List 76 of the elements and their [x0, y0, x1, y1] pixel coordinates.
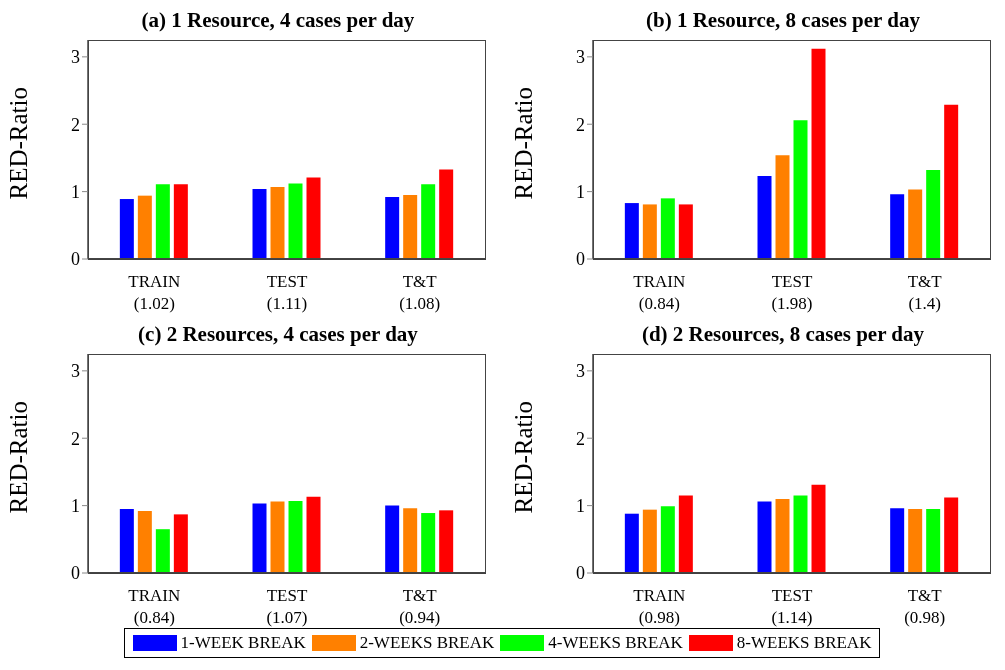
y-tick-label: 1: [576, 182, 585, 203]
bar: [624, 203, 639, 259]
bar: [421, 184, 436, 259]
x-tick-label: T&T (1.08): [399, 272, 441, 313]
bar: [288, 183, 303, 259]
y-axis-title: RED-Ratio: [509, 87, 537, 200]
x-tick-label: TEST (1.98): [771, 272, 813, 313]
legend-label: 4-WEEKS BREAK: [548, 633, 683, 653]
bar: [137, 195, 152, 259]
y-tick-label: 1: [576, 496, 585, 517]
chart-title: (c) 2 Resources, 4 cases per day: [137, 322, 419, 348]
y-tick-label: 2: [576, 428, 585, 449]
bar: [678, 204, 693, 259]
bar: [944, 104, 959, 259]
bar: [811, 484, 826, 573]
y-tick-label: 3: [576, 361, 585, 382]
x-tick-label: TEST (1.11): [266, 272, 308, 313]
y-tick-label: 1: [71, 496, 80, 517]
y-axis-title: RED-Ratio: [509, 401, 537, 514]
chart-title: (d) 2 Resources, 8 cases per day: [640, 322, 926, 348]
bar: [811, 48, 826, 259]
y-tick-label: 3: [576, 47, 585, 68]
y-tick-label: 2: [71, 114, 80, 135]
x-tick-label: TEST (1.07): [266, 586, 308, 627]
bar: [385, 197, 400, 259]
bar: [890, 508, 905, 573]
x-tick-label: TRAIN (0.84): [633, 272, 686, 313]
chart-title: (b) 1 Resource, 8 cases per day: [645, 8, 921, 34]
y-tick-label: 0: [71, 249, 80, 270]
x-tick-label: T&T (0.94): [399, 586, 441, 627]
chart-title: (a) 1 Resource, 4 cases per day: [140, 8, 416, 34]
bar: [757, 176, 772, 259]
bar: [155, 184, 170, 259]
bar: [660, 198, 675, 259]
bar: [775, 155, 790, 259]
y-tick-label: 0: [71, 563, 80, 584]
legend-label: 2-WEEKS BREAK: [359, 633, 495, 653]
y-tick-label: 0: [576, 249, 585, 270]
y-tick-label: 2: [576, 114, 585, 135]
bar: [642, 204, 657, 259]
y-tick-label: 3: [71, 47, 80, 68]
y-tick-label: 2: [71, 428, 80, 449]
bar: [660, 506, 675, 573]
bar: [173, 184, 188, 259]
bar: [944, 497, 959, 573]
y-axis-title: RED-Ratio: [4, 401, 32, 514]
x-tick-label: TRAIN (0.84): [128, 586, 181, 627]
legend-label: 8-WEEKS BREAK: [736, 633, 872, 653]
y-tick-label: 3: [71, 361, 80, 382]
bar: [775, 498, 790, 573]
bar: [252, 188, 267, 259]
x-tick-label: TRAIN (0.98): [633, 586, 686, 627]
y-tick-label: 1: [71, 182, 80, 203]
x-tick-label: T&T (0.98): [904, 586, 946, 627]
bar: [793, 120, 808, 259]
x-tick-label: T&T (1.4): [907, 272, 943, 313]
bar: [119, 199, 134, 259]
bar: [642, 509, 657, 573]
bar: [793, 495, 808, 573]
x-tick-label: TRAIN (1.02): [128, 272, 181, 313]
bar: [403, 194, 418, 259]
x-tick-label: TEST (1.14): [771, 586, 813, 627]
legend-label: 1-WEEK BREAK: [180, 633, 306, 653]
y-axis-title: RED-Ratio: [4, 87, 32, 200]
y-tick-label: 0: [576, 563, 585, 584]
bar: [926, 508, 941, 573]
bar: [306, 177, 321, 259]
bar: [908, 508, 923, 573]
bar: [678, 495, 693, 573]
bar: [908, 189, 923, 259]
bar: [926, 170, 941, 259]
bar: [270, 186, 285, 259]
bar: [439, 169, 454, 259]
bar: [757, 501, 772, 573]
bar: [624, 513, 639, 573]
bar: [890, 194, 905, 259]
